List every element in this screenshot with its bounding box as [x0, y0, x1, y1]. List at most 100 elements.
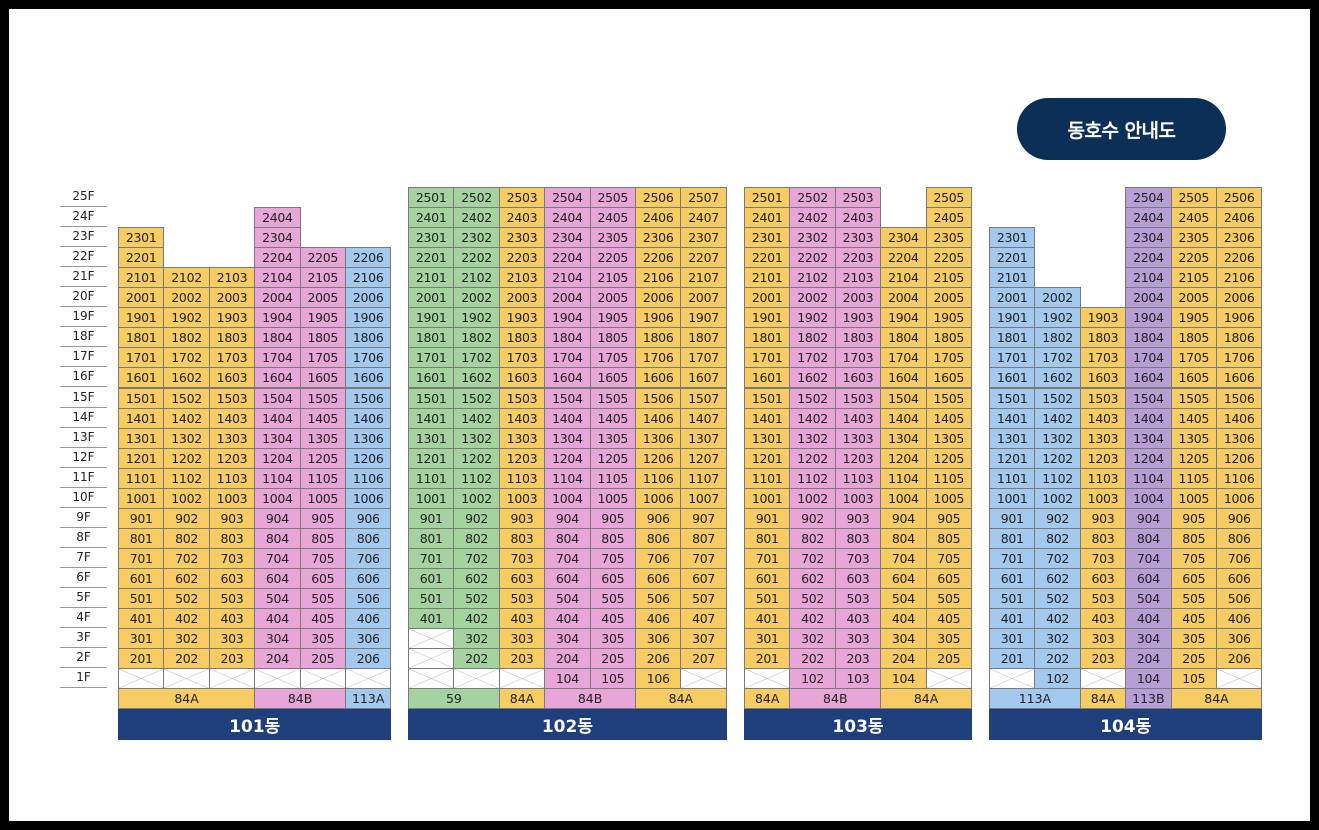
unit-cell[interactable]: 801 [408, 527, 455, 549]
unit-cell[interactable]: 2501 [408, 187, 455, 209]
unit-cell[interactable]: 2302 [453, 227, 500, 249]
unit-cell[interactable]: 1705 [589, 347, 636, 369]
unit-cell[interactable]: 2004 [544, 287, 591, 309]
unit-cell[interactable]: 806 [635, 527, 682, 549]
unit-cell[interactable]: 1206 [1216, 447, 1263, 469]
unit-cell[interactable]: 205 [589, 648, 636, 670]
unit-cell[interactable]: 2501 [744, 187, 791, 209]
unit-cell[interactable]: 2104 [880, 267, 927, 289]
unit-cell[interactable]: 604 [254, 567, 301, 589]
unit-cell[interactable]: 506 [1216, 588, 1263, 610]
unit-cell[interactable]: 1203 [834, 447, 882, 469]
unit-cell[interactable]: 904 [880, 507, 927, 529]
unit-cell[interactable]: 902 [1034, 507, 1081, 529]
unit-cell[interactable]: 1801 [118, 327, 165, 349]
unit-cell[interactable]: 2304 [1125, 227, 1172, 249]
unit-cell[interactable]: 605 [299, 567, 346, 589]
unit-cell[interactable]: 2204 [1125, 247, 1172, 269]
unit-cell[interactable]: 2106 [635, 267, 682, 289]
unit-cell[interactable]: 1706 [1216, 347, 1263, 369]
unit-cell[interactable]: 905 [925, 507, 972, 529]
unit-cell[interactable]: 403 [208, 608, 256, 630]
unit-cell[interactable]: 1901 [118, 307, 165, 329]
unit-cell[interactable]: 2402 [789, 207, 836, 229]
unit-cell[interactable]: 1705 [925, 347, 972, 369]
unit-cell[interactable]: 1405 [1170, 407, 1217, 429]
unit-cell[interactable]: 1805 [589, 327, 636, 349]
unit-cell[interactable]: 1406 [345, 407, 392, 429]
unit-cell[interactable]: 2003 [208, 287, 256, 309]
unit-cell[interactable]: 1006 [345, 487, 392, 509]
unit-cell[interactable]: 1204 [544, 447, 591, 469]
unit-cell[interactable]: 1605 [589, 367, 636, 389]
unit-cell[interactable]: 1804 [880, 327, 927, 349]
unit-cell[interactable]: 2401 [744, 207, 791, 229]
unit-cell[interactable]: 1602 [453, 367, 500, 389]
unit-cell[interactable]: 303 [834, 628, 882, 650]
unit-cell[interactable]: 207 [680, 648, 727, 670]
unit-cell[interactable]: 202 [1034, 648, 1081, 670]
unit-cell[interactable]: 1201 [118, 447, 165, 469]
unit-cell[interactable]: 601 [744, 567, 791, 589]
unit-cell[interactable]: 304 [880, 628, 927, 650]
unit-cell[interactable]: 1704 [544, 347, 591, 369]
unit-cell[interactable]: 406 [345, 608, 392, 630]
unit-cell[interactable]: 1104 [1125, 467, 1172, 489]
unit-cell[interactable]: 706 [1216, 547, 1263, 569]
unit-cell[interactable]: 1003 [498, 487, 546, 509]
unit-cell[interactable]: 2201 [989, 247, 1036, 269]
unit-cell[interactable]: 1105 [299, 467, 346, 489]
unit-cell[interactable]: 1802 [789, 327, 836, 349]
unit-cell[interactable]: 1006 [635, 487, 682, 509]
unit-cell[interactable]: 701 [744, 547, 791, 569]
unit-cell[interactable]: 1802 [163, 327, 210, 349]
unit-cell[interactable]: 1104 [544, 467, 591, 489]
unit-cell[interactable]: 2004 [880, 287, 927, 309]
unit-cell[interactable]: 1504 [254, 387, 301, 409]
unit-cell[interactable]: 1205 [299, 447, 346, 469]
unit-cell[interactable]: 1401 [744, 407, 791, 429]
unit-cell[interactable]: 2305 [1170, 227, 1217, 249]
unit-cell[interactable]: 1205 [925, 447, 972, 469]
unit-cell[interactable]: 1005 [925, 487, 972, 509]
unit-cell[interactable]: 1303 [834, 427, 882, 449]
unit-cell[interactable]: 705 [1170, 547, 1217, 569]
unit-cell[interactable]: 1805 [1170, 327, 1217, 349]
unit-cell[interactable]: 205 [299, 648, 346, 670]
unit-cell[interactable]: 604 [880, 567, 927, 589]
unit-cell[interactable]: 2301 [744, 227, 791, 249]
unit-cell[interactable]: 802 [163, 527, 210, 549]
unit-cell[interactable]: 301 [989, 628, 1036, 650]
unit-cell[interactable]: 2107 [680, 267, 727, 289]
unit-cell[interactable]: 1702 [163, 347, 210, 369]
unit-cell[interactable]: 1301 [408, 427, 455, 449]
unit-cell[interactable]: 1403 [834, 407, 882, 429]
unit-cell[interactable]: 1103 [498, 467, 546, 489]
unit-cell[interactable]: 401 [989, 608, 1036, 630]
unit-cell[interactable]: 402 [789, 608, 836, 630]
unit-cell[interactable]: 2001 [408, 287, 455, 309]
unit-cell[interactable]: 805 [1170, 527, 1217, 549]
unit-cell[interactable]: 2502 [453, 187, 500, 209]
unit-cell[interactable]: 803 [834, 527, 882, 549]
unit-cell[interactable]: 1901 [744, 307, 791, 329]
unit-cell[interactable]: 805 [925, 527, 972, 549]
unit-cell[interactable]: 2101 [118, 267, 165, 289]
unit-cell[interactable]: 204 [880, 648, 927, 670]
unit-cell[interactable]: 601 [408, 567, 455, 589]
unit-cell[interactable]: 1501 [744, 387, 791, 409]
unit-cell[interactable]: 202 [163, 648, 210, 670]
unit-cell[interactable]: 1506 [635, 387, 682, 409]
unit-cell[interactable]: 306 [635, 628, 682, 650]
unit-cell[interactable]: 2102 [163, 267, 210, 289]
unit-cell[interactable]: 901 [118, 507, 165, 529]
unit-cell[interactable]: 806 [345, 527, 392, 549]
unit-cell[interactable]: 806 [1216, 527, 1263, 549]
unit-cell[interactable]: 1004 [880, 487, 927, 509]
unit-cell[interactable]: 201 [989, 648, 1036, 670]
unit-cell[interactable]: 705 [299, 547, 346, 569]
unit-cell[interactable]: 203 [498, 648, 546, 670]
unit-cell[interactable]: 2401 [408, 207, 455, 229]
unit-cell[interactable]: 1804 [254, 327, 301, 349]
unit-cell[interactable]: 1104 [254, 467, 301, 489]
